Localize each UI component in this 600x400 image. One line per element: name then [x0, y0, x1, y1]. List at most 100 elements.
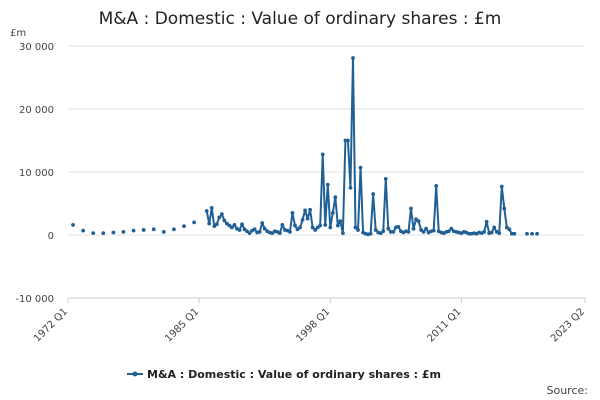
- data-point: [182, 224, 186, 229]
- data-point: [121, 229, 126, 234]
- data-point: [298, 225, 302, 230]
- y-unit-label: £m: [10, 28, 26, 39]
- data-point: [383, 177, 388, 181]
- data-point: [409, 206, 413, 211]
- data-point: [290, 211, 295, 215]
- data-point: [368, 231, 373, 236]
- data-point: [335, 223, 340, 228]
- data-point: [219, 212, 224, 217]
- y-tick-label: 30 000: [19, 42, 54, 53]
- data-point: [391, 229, 396, 234]
- data-point: [406, 229, 411, 234]
- data-point: [71, 223, 75, 227]
- series-line: [205, 56, 515, 236]
- data-point: [434, 183, 439, 188]
- data-point: [411, 226, 416, 231]
- data-point: [141, 228, 146, 232]
- data-point: [303, 208, 307, 213]
- data-point: [257, 229, 262, 234]
- data-point: [338, 219, 343, 224]
- data-point: [358, 165, 363, 170]
- data-point: [91, 231, 96, 236]
- data-point: [240, 222, 244, 227]
- y-tick-label: 20 000: [19, 105, 54, 116]
- data-point: [530, 231, 534, 236]
- data-point: [204, 209, 209, 213]
- data-point: [353, 225, 358, 230]
- data-point: [381, 229, 386, 234]
- data-point: [535, 231, 539, 236]
- y-axis-ticks: 30 000 20 000 10 000 0 -10 000: [15, 42, 54, 305]
- data-point: [101, 231, 106, 236]
- data-point: [277, 231, 282, 236]
- data-point: [446, 229, 451, 234]
- data-point: [330, 211, 335, 215]
- data-point: [151, 227, 156, 232]
- legend[interactable]: M&A : Domestic : Value of ordinary share…: [127, 368, 441, 381]
- gridlines: [68, 45, 585, 299]
- data-point: [230, 225, 234, 230]
- data-point: [209, 206, 214, 210]
- x-axis: 1972 Q1 1985 Q1 1998 Q1 2011 Q1 2023 Q2: [32, 297, 587, 344]
- data-point: [280, 223, 285, 227]
- data-point: [323, 223, 328, 227]
- data-point: [252, 227, 257, 232]
- data-point: [492, 225, 497, 230]
- data-point: [482, 229, 487, 234]
- data-point: [512, 231, 517, 236]
- data-point: [340, 231, 345, 236]
- data-point: [525, 231, 529, 236]
- data-point: [222, 218, 227, 223]
- data-point: [288, 229, 292, 234]
- legend-label: M&A : Domestic : Value of ordinary share…: [147, 368, 441, 381]
- legend-swatch-marker: [132, 371, 138, 377]
- data-point: [232, 223, 237, 227]
- x-tick-label: 2011 Q1: [425, 306, 463, 344]
- data-point: [217, 215, 222, 220]
- x-tick-label: 2023 Q2: [549, 306, 587, 344]
- data-point: [416, 219, 421, 224]
- data-point: [207, 221, 212, 226]
- data-point: [247, 231, 252, 236]
- data-point: [499, 184, 504, 189]
- data-point: [262, 226, 267, 231]
- data-point: [81, 228, 86, 233]
- data-point: [300, 217, 305, 222]
- data-point: [497, 231, 502, 236]
- data-point: [431, 228, 436, 233]
- data-point: [172, 227, 176, 232]
- data-point: [348, 185, 353, 190]
- data-point: [328, 225, 333, 230]
- data-point: [214, 222, 219, 227]
- data-point: [260, 221, 265, 225]
- data-point: [502, 206, 507, 211]
- data-point: [373, 228, 378, 232]
- data-point: [371, 192, 376, 196]
- x-tick-label: 1985 Q1: [163, 306, 201, 344]
- data-point: [449, 226, 454, 231]
- chart-title: M&A : Domestic : Value of ordinary share…: [99, 9, 502, 29]
- data-point: [320, 152, 325, 157]
- data-point: [489, 230, 494, 235]
- data-point: [484, 219, 489, 224]
- data-point: [396, 224, 401, 229]
- data-point: [161, 229, 166, 234]
- data-point: [356, 228, 360, 232]
- y-tick-label: -10 000: [15, 294, 54, 305]
- data-point: [351, 56, 355, 60]
- data-point: [237, 228, 242, 232]
- y-tick-label: 10 000: [19, 168, 54, 179]
- y-tick-label: 0: [48, 231, 54, 242]
- data-point: [111, 230, 116, 235]
- data-point: [293, 223, 297, 228]
- data-point: [346, 138, 350, 143]
- x-tick-label: 1998 Q1: [294, 306, 332, 344]
- data-point: [308, 207, 313, 212]
- data-point: [421, 229, 426, 234]
- data-point: [305, 216, 310, 221]
- data-point: [310, 225, 315, 230]
- source-label[interactable]: Source:: [547, 384, 589, 397]
- data-point: [507, 227, 512, 232]
- data-point: [325, 182, 330, 187]
